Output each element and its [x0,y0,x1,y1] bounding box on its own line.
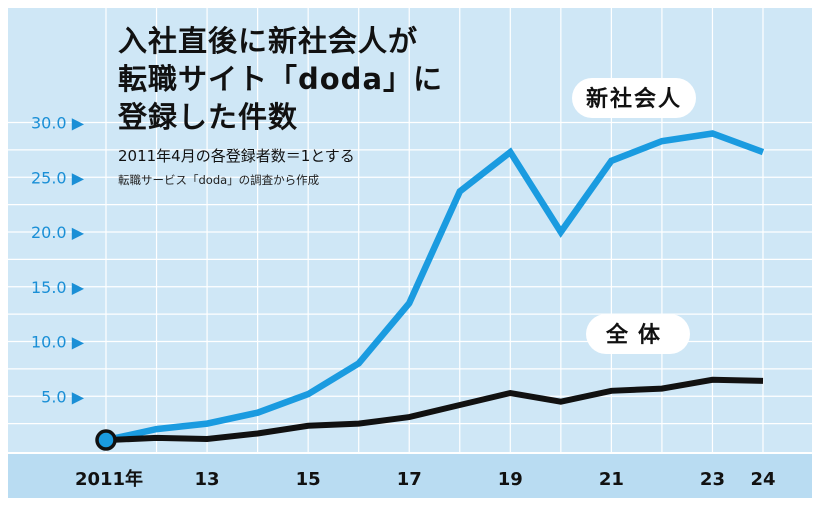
y-tick-label: 5.0 ▶ [41,387,85,406]
y-tick-label: 20.0 ▶ [31,223,85,242]
x-tick-label: 24 [750,469,775,490]
legend-label-overall-background [586,314,690,354]
y-tick-label: 25.0 ▶ [31,168,85,187]
y-tick-label: 30.0 ▶ [31,114,85,133]
legend-label-new-graduates-background [572,78,696,118]
chart-title-line-3: 登録した件数 [118,100,299,134]
x-tick-label: 17 [397,469,422,490]
chart-title-line-2: 転職サイト「doda」に [118,62,444,96]
origin-point-marker [95,429,117,451]
chart-source-note: 転職サービス「doda」の調査から作成 [118,173,320,187]
legend-label-new-graduates: 新社会人 [586,86,682,112]
chart-subtitle: 2011年4月の各登録者数＝1とする [118,147,355,165]
x-axis-band [8,454,812,498]
y-tick-label: 15.0 ▶ [31,278,85,297]
x-tick-label: 19 [498,469,523,490]
y-tick-label: 10.0 ▶ [31,333,85,352]
chart-title: 入社直後に新社会人が 転職サイト「doda」に 登録した件数 [118,22,443,136]
x-tick-label: 2011年 [75,468,143,490]
series-line-new-graduates [105,130,765,444]
x-tick-label: 13 [195,469,220,490]
series-line-overall [105,376,764,444]
x-tick-label: 15 [296,469,321,490]
x-tick-label: 23 [700,469,725,490]
chart-title-line-1: 入社直後に新社会人が [118,24,419,58]
legend-label-overall: 全体 [605,322,670,348]
x-tick-label: 21 [599,469,624,490]
